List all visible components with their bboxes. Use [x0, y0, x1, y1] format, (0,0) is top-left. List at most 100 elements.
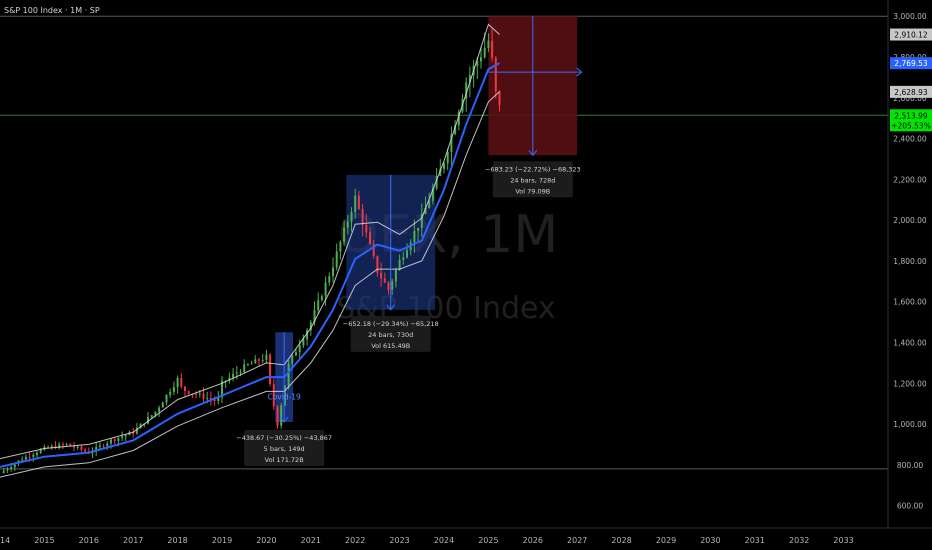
candle[interactable] [446, 151, 449, 164]
candle[interactable] [324, 282, 327, 297]
candle[interactable] [195, 393, 198, 395]
candle[interactable] [213, 399, 216, 401]
candle[interactable] [239, 371, 242, 373]
candle[interactable] [80, 446, 83, 450]
candle[interactable] [450, 134, 453, 152]
candle[interactable] [232, 373, 235, 378]
candle[interactable] [387, 282, 390, 290]
candle[interactable] [498, 91, 501, 106]
candle[interactable] [298, 345, 301, 353]
candle[interactable] [169, 391, 172, 395]
candle[interactable] [383, 278, 386, 283]
candle[interactable] [39, 449, 42, 454]
candle[interactable] [154, 411, 157, 416]
candle[interactable] [261, 359, 264, 361]
candle[interactable] [10, 467, 13, 470]
candle[interactable] [476, 61, 479, 66]
candle[interactable] [13, 463, 16, 468]
candle[interactable] [150, 415, 153, 418]
candle[interactable] [117, 437, 120, 441]
candle[interactable] [258, 359, 260, 361]
candle[interactable] [135, 428, 138, 434]
candle[interactable] [457, 111, 460, 126]
candle[interactable] [328, 276, 331, 283]
candle[interactable] [343, 227, 346, 242]
candle[interactable] [287, 363, 290, 386]
candle[interactable] [250, 363, 253, 365]
covid-annotation[interactable]: Covid-19 [267, 393, 301, 402]
candle[interactable] [420, 214, 423, 228]
candle[interactable] [202, 393, 205, 399]
candle[interactable] [180, 377, 183, 387]
candle[interactable] [302, 339, 305, 346]
candle[interactable] [21, 459, 24, 461]
candle[interactable] [161, 402, 164, 408]
candle[interactable] [121, 436, 124, 438]
candle[interactable] [2, 470, 5, 473]
candle[interactable] [413, 231, 416, 243]
candle[interactable] [365, 225, 368, 233]
candle[interactable] [491, 40, 494, 58]
upper-envelope-line[interactable] [0, 23, 500, 460]
candle[interactable] [206, 398, 209, 400]
candle[interactable] [483, 47, 486, 58]
candle[interactable] [332, 267, 334, 277]
candle[interactable] [209, 398, 212, 400]
candle[interactable] [165, 394, 168, 403]
candle[interactable] [73, 445, 75, 448]
candle[interactable] [487, 40, 490, 48]
candle[interactable] [480, 57, 482, 62]
candle[interactable] [176, 377, 179, 388]
candle[interactable] [50, 446, 53, 448]
candle[interactable] [313, 310, 316, 323]
candle[interactable] [102, 445, 105, 447]
moving-average-line[interactable] [0, 62, 500, 468]
candle[interactable] [158, 407, 161, 412]
candle[interactable] [468, 75, 471, 83]
candle[interactable] [354, 195, 357, 213]
candle[interactable] [65, 443, 68, 445]
candle[interactable] [428, 200, 431, 208]
candle[interactable] [132, 432, 135, 434]
candle[interactable] [380, 272, 383, 279]
candle[interactable] [61, 444, 64, 446]
candle[interactable] [402, 257, 405, 260]
candle[interactable] [291, 355, 294, 364]
candle[interactable] [6, 469, 9, 471]
candle[interactable] [124, 435, 127, 437]
candle[interactable] [228, 377, 231, 381]
candle[interactable] [417, 227, 420, 232]
candle[interactable] [184, 386, 186, 392]
candle[interactable] [369, 232, 371, 244]
candle[interactable] [283, 385, 286, 406]
candle[interactable] [110, 439, 112, 444]
candle[interactable] [394, 269, 397, 282]
candle[interactable] [198, 393, 201, 395]
candle[interactable] [58, 444, 61, 448]
candle[interactable] [339, 241, 342, 252]
candle[interactable] [435, 175, 438, 189]
candle[interactable] [494, 57, 497, 92]
candle[interactable] [147, 417, 149, 424]
candle[interactable] [431, 188, 434, 201]
candle[interactable] [309, 322, 312, 331]
candle[interactable] [465, 82, 468, 99]
candle[interactable] [317, 300, 320, 311]
candle[interactable] [443, 163, 445, 169]
candle[interactable] [350, 212, 353, 222]
candle[interactable] [295, 352, 297, 356]
candle[interactable] [172, 387, 175, 392]
candle[interactable] [235, 372, 238, 374]
candle[interactable] [139, 424, 142, 429]
candle[interactable] [106, 443, 109, 447]
candle[interactable] [398, 259, 401, 270]
candle[interactable] [76, 446, 79, 448]
candle[interactable] [36, 453, 38, 455]
candle[interactable] [320, 296, 323, 301]
candle[interactable] [47, 446, 50, 448]
candle[interactable] [406, 250, 408, 258]
lower-envelope-line[interactable] [0, 91, 500, 478]
candle[interactable] [69, 443, 72, 446]
candle[interactable] [306, 330, 309, 340]
